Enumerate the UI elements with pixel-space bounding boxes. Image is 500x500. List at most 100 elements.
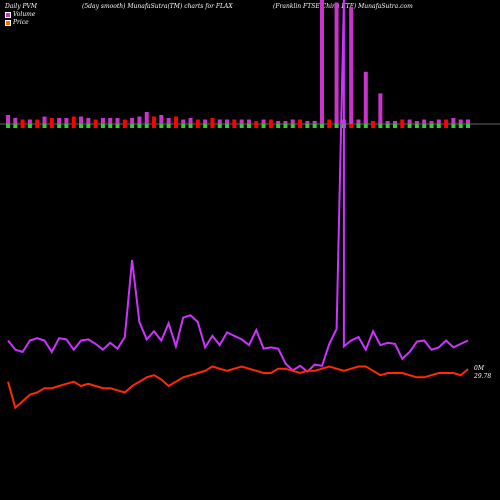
volume-bar-lower: [79, 124, 84, 128]
volume-bar: [392, 121, 397, 124]
volume-bar-lower: [115, 124, 120, 128]
volume-bar-lower: [429, 124, 434, 128]
volume-bar-lower: [327, 124, 332, 128]
volume-bar-lower: [188, 124, 193, 128]
volume-bar-lower: [298, 124, 303, 128]
volume-bar: [86, 118, 91, 124]
volume-bar-lower: [210, 124, 215, 128]
volume-bar-lower: [422, 124, 427, 128]
volume-bar: [327, 119, 332, 124]
volume-bar-lower: [400, 124, 405, 128]
volume-bar: [166, 118, 171, 124]
volume-bar: [93, 119, 98, 124]
volume-bar-lower: [444, 124, 449, 128]
volume-bar: [444, 119, 449, 124]
volume-bar: [35, 119, 40, 124]
volume-bar-lower: [254, 124, 259, 128]
volume-bar-lower: [261, 124, 266, 128]
volume-bar-lower: [349, 124, 354, 128]
volume-bar-lower: [35, 124, 40, 128]
volume-spikes: [319, 0, 383, 124]
volume-bar-lower: [108, 124, 113, 128]
volume-bar: [122, 119, 127, 124]
volume-bar-lower: [268, 124, 273, 128]
chart-type-label: Daily PVM: [5, 3, 38, 10]
volume-bar-lower: [166, 124, 171, 128]
legend-volume-swatch: [5, 11, 11, 18]
volume-line: [7, 0, 469, 373]
volume-bar-lower: [232, 124, 237, 128]
volume-bar-lower: [458, 124, 463, 128]
volume-bar: [20, 119, 25, 124]
volume-bar-lower: [290, 124, 295, 128]
volume-bar: [115, 118, 120, 124]
volume-bar: [407, 119, 412, 124]
volume-bar: [261, 119, 266, 124]
volume-bar-lower: [71, 124, 76, 128]
volume-bar: [13, 118, 18, 124]
volume-bar-lower: [276, 124, 281, 128]
price-line: [7, 365, 469, 410]
volume-bar-lower: [305, 124, 310, 128]
volume-bar: [203, 119, 208, 124]
volume-bar: [451, 118, 456, 124]
volume-bar: [239, 119, 244, 124]
chart-title: (5day smooth) MunafaSutra(TM) charts for…: [82, 3, 233, 10]
volume-bar: [246, 119, 251, 124]
volume-bar-lower: [378, 124, 383, 128]
legend-price: Price: [5, 19, 29, 26]
volume-bar-lower: [225, 124, 230, 128]
volume-bar-lower: [414, 124, 419, 128]
volume-spike-bar: [349, 7, 354, 124]
volume-bar: [458, 119, 463, 124]
volume-bar: [283, 121, 288, 124]
volume-bar: [422, 119, 427, 124]
volume-bar-lower: [385, 124, 390, 128]
volume-bar: [217, 119, 222, 124]
volume-bar: [100, 118, 105, 124]
volume-bar: [436, 119, 441, 124]
volume-bar-lower: [13, 124, 18, 128]
price-level-label: 29.78: [473, 373, 491, 380]
volume-bar: [27, 119, 32, 124]
volume-bar: [232, 119, 237, 124]
volume-bar: [400, 119, 405, 124]
volume-bar-lower: [363, 124, 368, 128]
volume-bar-lower: [57, 124, 62, 128]
volume-bar-lower: [356, 124, 361, 128]
volume-bar: [429, 121, 434, 124]
volume-bar-lower: [217, 124, 222, 128]
volume-spike-bar: [319, 0, 324, 124]
volume-bar: [64, 118, 69, 124]
volume-bar: [108, 118, 113, 124]
volume-bar: [195, 119, 200, 124]
volume-bar: [130, 118, 135, 124]
volume-bar: [312, 121, 317, 124]
volume-bar: [137, 116, 142, 124]
volume-bar: [254, 121, 259, 124]
volume-spike-bar: [363, 71, 368, 124]
volume-spike-bar: [378, 93, 383, 124]
volume-bar: [268, 119, 273, 124]
volume-spike-bar: [334, 2, 339, 124]
volume-bars: [5, 112, 471, 128]
volume-bar-lower: [137, 124, 142, 128]
volume-bar: [57, 118, 62, 124]
volume-bar: [5, 115, 11, 124]
volume-bar-lower: [203, 124, 208, 128]
volume-bar: [173, 116, 178, 124]
volume-bar: [414, 121, 419, 124]
volume-bar-lower: [181, 124, 186, 128]
volume-bar-lower: [42, 124, 47, 128]
volume-bar-lower: [319, 124, 324, 128]
volume-bar-lower: [86, 124, 91, 128]
volume-bar-lower: [312, 124, 317, 128]
volume-bar: [71, 116, 76, 124]
volume-bar-lower: [144, 124, 149, 128]
volume-bar-lower: [246, 124, 251, 128]
volume-bar-lower: [49, 124, 54, 128]
volume-bar: [159, 115, 164, 124]
volume-bar-lower: [283, 124, 288, 128]
volume-bar: [152, 116, 157, 124]
volume-bar-lower: [27, 124, 32, 128]
